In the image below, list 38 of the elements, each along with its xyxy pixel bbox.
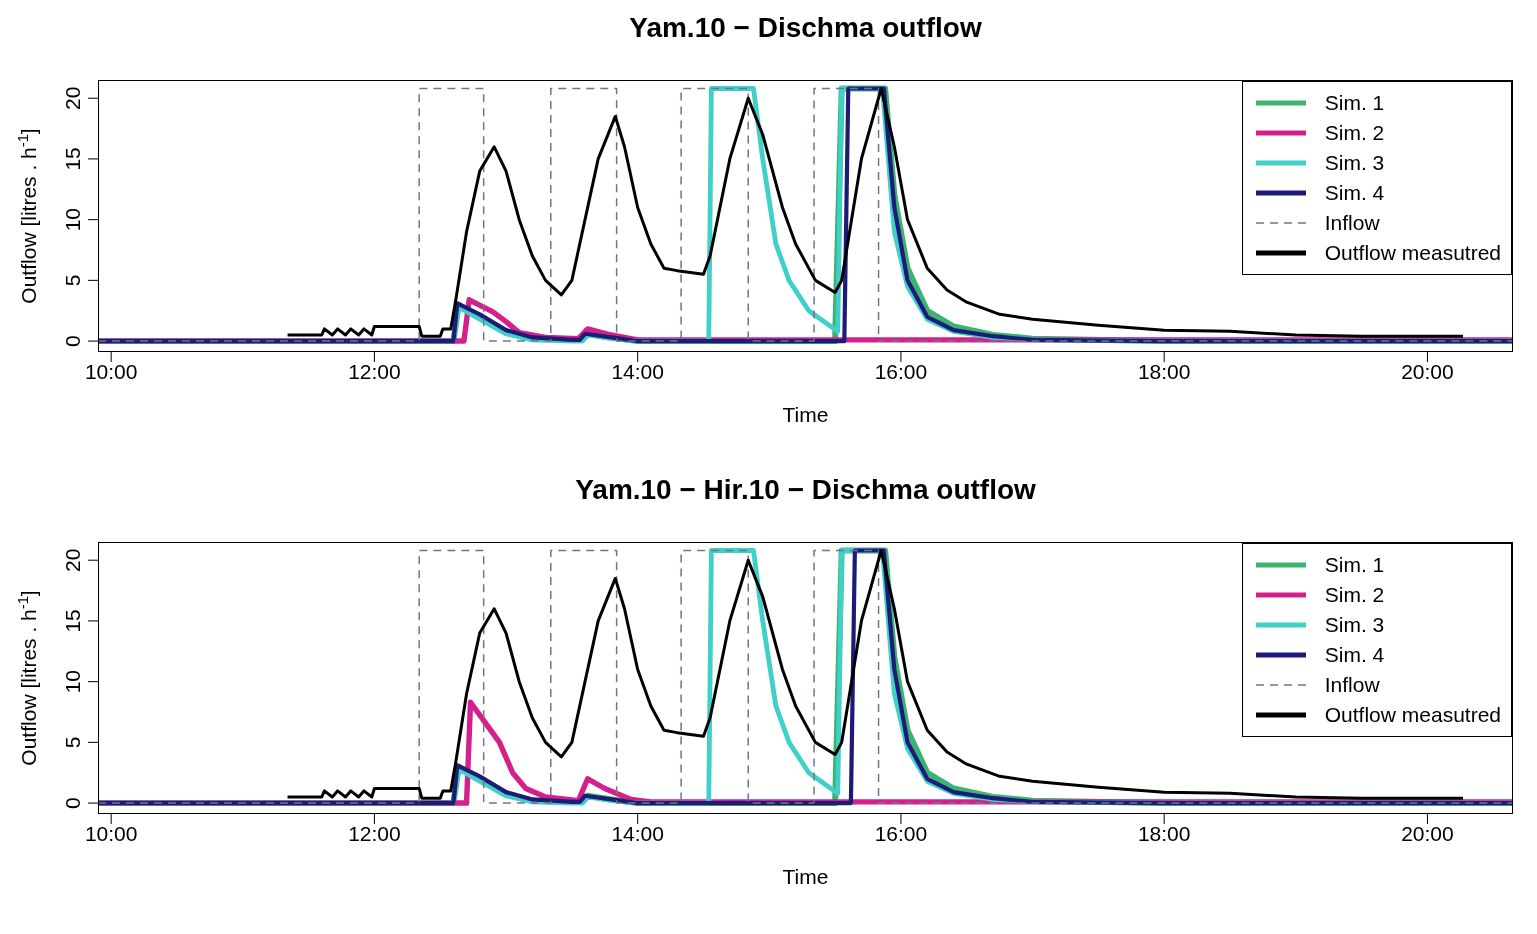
x-tick-label: 10:00 [84, 821, 138, 845]
legend-label: Outflow measutred [1324, 703, 1501, 727]
legend-label: Outflow measutred [1324, 241, 1501, 265]
x-axis-title: Time [782, 403, 829, 426]
chart-title: Yam.10 − Hir.10 − Dischma outflow [574, 474, 1037, 506]
y-tick-label: 5 [61, 736, 84, 749]
y-tick-label: 0 [61, 335, 84, 347]
x-tick-label: 12:00 [348, 821, 401, 845]
x-tick-label: 12:00 [348, 359, 401, 383]
y-tick-label: 20 [61, 86, 84, 110]
x-tick-label: 18:00 [1137, 821, 1191, 845]
x-tick-label: 16:00 [874, 821, 928, 845]
x-tick-label: 16:00 [874, 359, 928, 383]
x-tick-label: 20:00 [1401, 821, 1454, 845]
chart-title: Yam.10 − Dischma outflow [628, 12, 983, 44]
legend-label: Sim. 1 [1324, 91, 1385, 115]
y-tick-label: 0 [61, 797, 84, 809]
y-tick-label: 15 [61, 147, 84, 171]
x-tick-label: 14:00 [611, 359, 664, 383]
y-tick-label: 15 [61, 609, 84, 633]
x-tick-label: 20:00 [1401, 359, 1454, 383]
x-axis-title: Time [782, 865, 829, 888]
y-tick-label: 10 [61, 669, 84, 694]
legend-label: Sim. 4 [1324, 181, 1385, 205]
legend-label: Sim. 3 [1324, 613, 1385, 637]
legend-label: Inflow [1324, 211, 1380, 235]
x-tick-label: 10:00 [84, 359, 138, 383]
legend-label: Sim. 1 [1324, 553, 1385, 577]
legend-label: Sim. 4 [1324, 643, 1385, 667]
y-tick-label: 5 [61, 274, 84, 287]
legend-label: Sim. 2 [1324, 121, 1385, 145]
x-tick-label: 14:00 [611, 821, 664, 845]
legend-label: Inflow [1324, 673, 1380, 697]
y-tick-label: 20 [61, 548, 84, 572]
legend-label: Sim. 3 [1324, 151, 1385, 175]
x-tick-label: 18:00 [1137, 359, 1191, 383]
y-tick-label: 10 [61, 207, 84, 232]
legend-label: Sim. 2 [1324, 583, 1385, 607]
